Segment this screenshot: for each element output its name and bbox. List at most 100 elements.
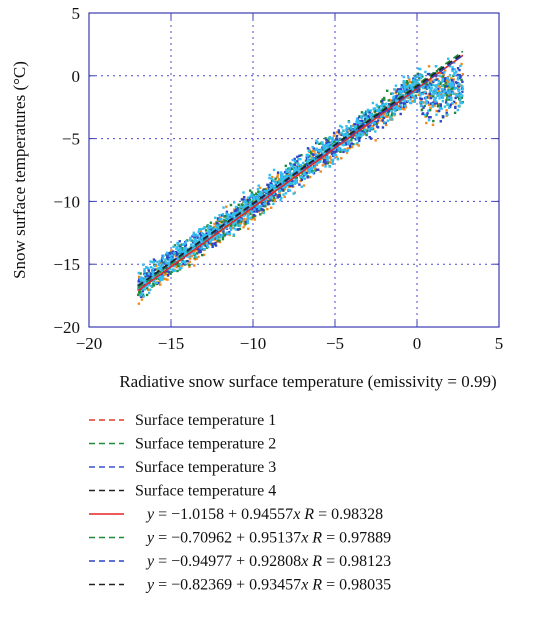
data-point [215, 230, 219, 233]
data-point [377, 106, 381, 110]
data-point [460, 62, 463, 66]
data-point [323, 159, 326, 162]
data-point [437, 84, 440, 87]
data-point [385, 113, 388, 116]
data-point [209, 231, 213, 234]
data-point [263, 202, 266, 206]
data-point [440, 80, 444, 83]
data-point [219, 224, 223, 227]
data-point [337, 148, 341, 152]
data-point [259, 191, 263, 195]
data-point [180, 260, 184, 264]
data-point [193, 250, 197, 253]
data-point [297, 163, 300, 166]
data-point [370, 127, 373, 130]
legend-label: Surface temperature 4 [135, 483, 276, 500]
data-point [348, 145, 352, 148]
data-point [325, 138, 328, 142]
data-point [340, 126, 344, 129]
data-point [161, 278, 164, 281]
data-point [167, 262, 171, 265]
data-point [161, 275, 165, 278]
data-point [452, 92, 455, 96]
data-point [151, 267, 155, 270]
data-point [179, 263, 182, 266]
data-point [153, 268, 156, 271]
data-point [272, 186, 275, 189]
data-point [439, 104, 442, 108]
data-point [172, 245, 175, 249]
data-point [206, 225, 209, 228]
fit-line [137, 50, 464, 289]
data-point [292, 192, 295, 195]
data-point [282, 186, 286, 189]
data-point [207, 233, 210, 236]
data-point [429, 96, 433, 100]
data-point [392, 113, 396, 116]
data-point [379, 108, 382, 111]
data-point [221, 221, 224, 224]
data-point [345, 143, 348, 146]
data-point [246, 199, 250, 202]
data-point [429, 116, 432, 119]
data-point [261, 211, 264, 214]
data-point [169, 251, 172, 254]
data-point [151, 271, 155, 274]
data-point [177, 264, 180, 268]
data-point [344, 141, 347, 145]
data-point [190, 251, 193, 255]
data-point [272, 202, 275, 206]
data-point [268, 195, 272, 199]
data-point [423, 113, 427, 116]
data-point [357, 133, 361, 137]
data-point [263, 190, 266, 193]
data-point [250, 217, 254, 221]
data-point [308, 169, 312, 172]
data-point [453, 111, 457, 115]
data-point [147, 283, 150, 287]
data-point [245, 208, 248, 211]
data-point [173, 261, 177, 264]
data-point [283, 187, 287, 191]
data-point [438, 106, 442, 110]
data-point [306, 157, 310, 161]
data-point [273, 185, 276, 188]
data-point [175, 257, 178, 261]
data-point [305, 156, 308, 159]
data-point [330, 140, 334, 143]
data-point [145, 287, 149, 290]
data-point [413, 100, 416, 104]
data-point [226, 232, 229, 236]
data-point [306, 176, 309, 179]
data-point [234, 212, 237, 215]
data-point [138, 278, 141, 281]
data-point [193, 236, 197, 240]
data-point [188, 263, 191, 267]
data-point [432, 80, 435, 84]
data-point [365, 117, 369, 120]
data-point [461, 85, 464, 88]
data-point [343, 134, 346, 137]
data-point [335, 137, 338, 140]
data-point [392, 95, 396, 98]
data-point [335, 155, 338, 158]
data-point [393, 88, 396, 91]
data-point [232, 222, 235, 226]
data-point [176, 248, 180, 251]
data-point [224, 214, 227, 218]
data-point [242, 191, 245, 194]
data-point [423, 104, 426, 108]
data-point [288, 170, 291, 174]
data-point [193, 264, 196, 267]
data-point [413, 76, 417, 79]
data-point [259, 207, 262, 210]
data-point [449, 82, 452, 86]
x-tick-label: −5 [326, 334, 344, 353]
data-point [458, 96, 462, 99]
data-point [421, 86, 425, 90]
data-point [236, 220, 239, 223]
data-point [443, 105, 447, 108]
data-point [233, 201, 236, 204]
data-point [425, 114, 429, 117]
data-point [311, 145, 314, 149]
